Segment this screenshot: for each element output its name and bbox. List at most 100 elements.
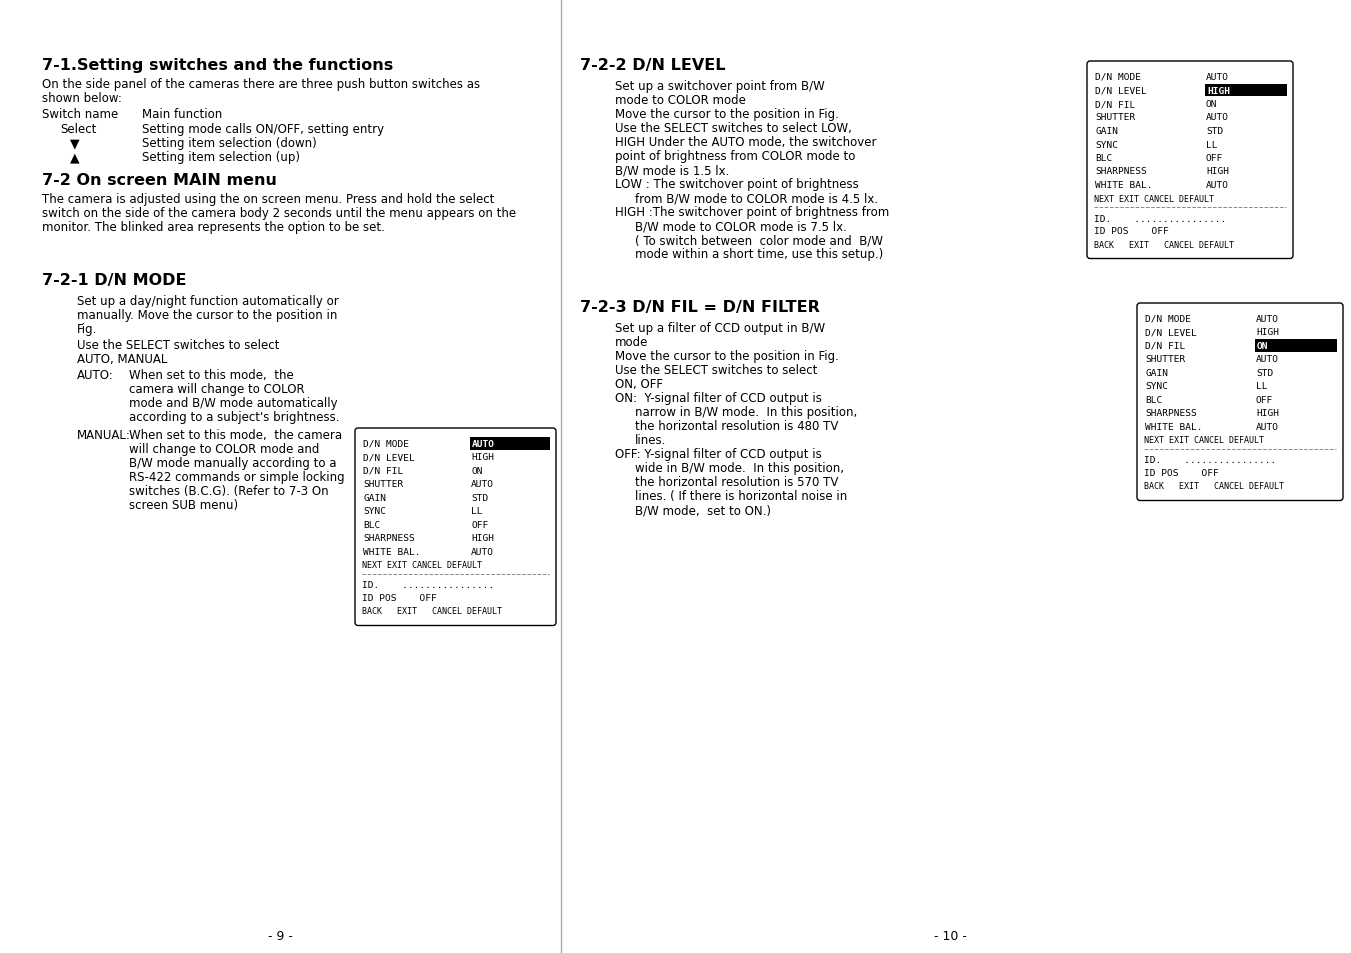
Text: AUTO: AUTO: [471, 480, 494, 489]
Text: according to a subject's brightness.: according to a subject's brightness.: [128, 411, 339, 423]
Text: mode to COLOR mode: mode to COLOR mode: [615, 94, 746, 107]
Text: SYNC: SYNC: [1096, 140, 1119, 150]
Text: Switch name: Switch name: [42, 108, 119, 121]
Text: SHARPNESS: SHARPNESS: [1096, 168, 1147, 176]
Text: B/W mode manually according to a: B/W mode manually according to a: [128, 456, 336, 470]
Text: SHUTTER: SHUTTER: [363, 480, 403, 489]
Text: AUTO:: AUTO:: [77, 369, 113, 381]
Text: 7-2-1 D/N MODE: 7-2-1 D/N MODE: [42, 273, 186, 288]
Text: GAIN: GAIN: [363, 494, 386, 502]
Text: Select: Select: [59, 123, 96, 136]
Text: AUTO, MANUAL: AUTO, MANUAL: [77, 353, 168, 366]
Text: WHITE BAL.: WHITE BAL.: [363, 547, 420, 557]
Text: MANUAL:: MANUAL:: [77, 429, 131, 441]
Text: BACK   EXIT   CANCEL DEFAULT: BACK EXIT CANCEL DEFAULT: [1144, 482, 1283, 491]
Text: D/N MODE: D/N MODE: [1096, 73, 1142, 82]
Text: 7-2-2 D/N LEVEL: 7-2-2 D/N LEVEL: [580, 58, 725, 73]
Text: D/N LEVEL: D/N LEVEL: [363, 453, 415, 462]
Text: shown below:: shown below:: [42, 91, 122, 105]
Text: ID.    ................: ID. ................: [1094, 214, 1227, 223]
Text: STD: STD: [1256, 369, 1273, 377]
Text: OFF: OFF: [1206, 153, 1223, 163]
Text: the horizontal resolution is 480 TV: the horizontal resolution is 480 TV: [635, 419, 839, 433]
Text: B/W mode is 1.5 lx.: B/W mode is 1.5 lx.: [615, 164, 730, 177]
Text: ON: ON: [1256, 341, 1269, 351]
Text: BLC: BLC: [363, 520, 380, 530]
Text: ID.    ................: ID. ................: [362, 581, 494, 590]
Text: HIGH: HIGH: [471, 534, 494, 543]
Text: NEXT EXIT CANCEL DEFAULT: NEXT EXIT CANCEL DEFAULT: [1144, 436, 1265, 445]
Text: ID POS    OFF: ID POS OFF: [362, 594, 436, 603]
Text: HIGH :The switchover point of brightness from: HIGH :The switchover point of brightness…: [615, 206, 889, 219]
Text: AUTO: AUTO: [1256, 355, 1279, 364]
Text: OFF: Y-signal filter of CCD output is: OFF: Y-signal filter of CCD output is: [615, 448, 821, 460]
Text: camera will change to COLOR: camera will change to COLOR: [128, 382, 304, 395]
Text: 7-2-3 D/N FIL = D/N FILTER: 7-2-3 D/N FIL = D/N FILTER: [580, 299, 820, 314]
Text: NEXT EXIT CANCEL DEFAULT: NEXT EXIT CANCEL DEFAULT: [362, 561, 482, 570]
Text: RS-422 commands or simple locking: RS-422 commands or simple locking: [128, 471, 345, 483]
Text: - 9 -: - 9 -: [267, 929, 292, 942]
Text: AUTO: AUTO: [1206, 113, 1229, 122]
Text: When set to this mode,  the camera: When set to this mode, the camera: [128, 429, 342, 441]
Text: OFF: OFF: [1256, 395, 1273, 405]
Bar: [470, 437, 550, 450]
Text: STD: STD: [1206, 127, 1223, 136]
Text: 7-2 On screen MAIN menu: 7-2 On screen MAIN menu: [42, 172, 277, 188]
Text: HIGH: HIGH: [1256, 409, 1279, 418]
Text: B/W mode,  set to ON.): B/W mode, set to ON.): [635, 503, 771, 517]
Text: Use the SELECT switches to select: Use the SELECT switches to select: [615, 364, 817, 376]
Bar: [1205, 85, 1288, 97]
Text: SHUTTER: SHUTTER: [1096, 113, 1135, 122]
Text: Setting item selection (up): Setting item selection (up): [142, 151, 300, 164]
Text: GAIN: GAIN: [1096, 127, 1119, 136]
Text: HIGH: HIGH: [1256, 328, 1279, 337]
Text: Use the SELECT switches to select LOW,: Use the SELECT switches to select LOW,: [615, 122, 852, 135]
Text: switches (B.C.G). (Refer to 7-3 On: switches (B.C.G). (Refer to 7-3 On: [128, 484, 328, 497]
Text: WHITE BAL.: WHITE BAL.: [1146, 422, 1202, 432]
Text: B/W mode to COLOR mode is 7.5 lx.: B/W mode to COLOR mode is 7.5 lx.: [635, 220, 847, 233]
Text: ID.    ................: ID. ................: [1144, 456, 1277, 465]
Text: Fig.: Fig.: [77, 323, 97, 335]
Text: NEXT EXIT CANCEL DEFAULT: NEXT EXIT CANCEL DEFAULT: [1094, 194, 1215, 203]
Text: GAIN: GAIN: [1146, 369, 1169, 377]
Text: AUTO: AUTO: [471, 439, 494, 449]
Text: HIGH Under the AUTO mode, the switchover: HIGH Under the AUTO mode, the switchover: [615, 136, 877, 149]
Text: lines. ( If there is horizontal noise in: lines. ( If there is horizontal noise in: [635, 490, 847, 502]
Text: 7-1.Setting switches and the functions: 7-1.Setting switches and the functions: [42, 58, 393, 73]
Text: Set up a day/night function automatically or: Set up a day/night function automaticall…: [77, 294, 339, 308]
Text: mode within a short time, use this setup.): mode within a short time, use this setup…: [635, 248, 884, 261]
Text: ▼: ▼: [70, 137, 80, 150]
Text: SYNC: SYNC: [1146, 382, 1169, 391]
Text: ID POS    OFF: ID POS OFF: [1144, 469, 1219, 478]
Text: narrow in B/W mode.  In this position,: narrow in B/W mode. In this position,: [635, 406, 858, 418]
FancyBboxPatch shape: [355, 429, 557, 626]
Text: When set to this mode,  the: When set to this mode, the: [128, 369, 293, 381]
Text: Use the SELECT switches to select: Use the SELECT switches to select: [77, 338, 280, 352]
Text: the horizontal resolution is 570 TV: the horizontal resolution is 570 TV: [635, 476, 839, 489]
Text: AUTO: AUTO: [1256, 422, 1279, 432]
Text: WHITE BAL.: WHITE BAL.: [1096, 181, 1152, 190]
Text: Move the cursor to the position in Fig.: Move the cursor to the position in Fig.: [615, 350, 839, 363]
Text: STD: STD: [471, 494, 488, 502]
Text: HIGH: HIGH: [1206, 87, 1229, 95]
Text: D/N LEVEL: D/N LEVEL: [1096, 87, 1147, 95]
Text: Main function: Main function: [142, 108, 223, 121]
Text: ▲: ▲: [70, 151, 80, 164]
Text: point of brightness from COLOR mode to: point of brightness from COLOR mode to: [615, 150, 855, 163]
Text: On the side panel of the cameras there are three push button switches as: On the side panel of the cameras there a…: [42, 78, 480, 91]
Text: AUTO: AUTO: [1256, 314, 1279, 324]
Text: monitor. The blinked area represents the option to be set.: monitor. The blinked area represents the…: [42, 221, 385, 233]
Text: D/N FIL: D/N FIL: [1096, 100, 1135, 109]
Text: ON, OFF: ON, OFF: [615, 377, 663, 391]
Text: LL: LL: [1256, 382, 1267, 391]
Text: D/N MODE: D/N MODE: [1146, 314, 1192, 324]
Text: HIGH: HIGH: [1206, 168, 1229, 176]
Text: AUTO: AUTO: [1206, 73, 1229, 82]
Text: LOW : The switchover point of brightness: LOW : The switchover point of brightness: [615, 178, 859, 191]
Text: BACK   EXIT   CANCEL DEFAULT: BACK EXIT CANCEL DEFAULT: [1094, 240, 1233, 250]
Bar: [1255, 339, 1337, 352]
Text: AUTO: AUTO: [471, 547, 494, 557]
Text: D/N MODE: D/N MODE: [363, 439, 409, 449]
Text: screen SUB menu): screen SUB menu): [128, 498, 238, 512]
Text: ID POS    OFF: ID POS OFF: [1094, 227, 1169, 236]
